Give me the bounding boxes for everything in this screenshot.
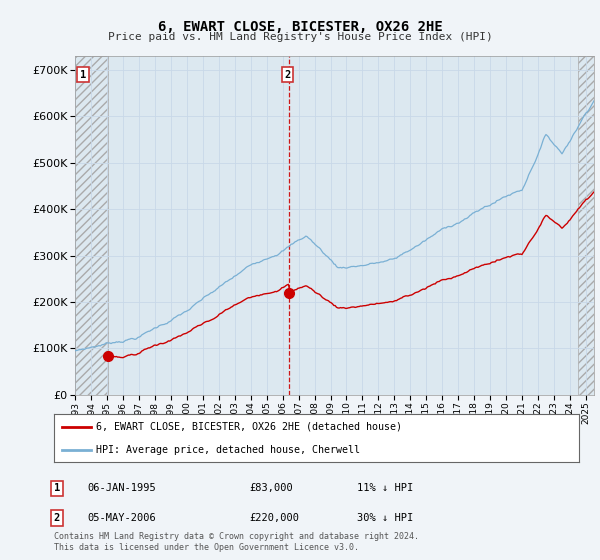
Text: £83,000: £83,000 xyxy=(249,483,293,493)
Text: HPI: Average price, detached house, Cherwell: HPI: Average price, detached house, Cher… xyxy=(96,445,360,455)
Text: 2: 2 xyxy=(284,69,290,80)
Text: Price paid vs. HM Land Registry's House Price Index (HPI): Price paid vs. HM Land Registry's House … xyxy=(107,32,493,43)
Text: £220,000: £220,000 xyxy=(249,513,299,523)
Text: 30% ↓ HPI: 30% ↓ HPI xyxy=(357,513,413,523)
Text: 11% ↓ HPI: 11% ↓ HPI xyxy=(357,483,413,493)
Text: 06-JAN-1995: 06-JAN-1995 xyxy=(87,483,156,493)
Bar xyxy=(75,56,107,395)
Text: 1: 1 xyxy=(54,483,60,493)
Text: 6, EWART CLOSE, BICESTER, OX26 2HE: 6, EWART CLOSE, BICESTER, OX26 2HE xyxy=(158,20,442,34)
Text: 05-MAY-2006: 05-MAY-2006 xyxy=(87,513,156,523)
Bar xyxy=(578,56,594,395)
Text: 6, EWART CLOSE, BICESTER, OX26 2HE (detached house): 6, EWART CLOSE, BICESTER, OX26 2HE (deta… xyxy=(96,422,402,432)
Text: 1: 1 xyxy=(80,69,86,80)
Text: 2: 2 xyxy=(54,513,60,523)
Text: Contains HM Land Registry data © Crown copyright and database right 2024.
This d: Contains HM Land Registry data © Crown c… xyxy=(54,532,419,552)
